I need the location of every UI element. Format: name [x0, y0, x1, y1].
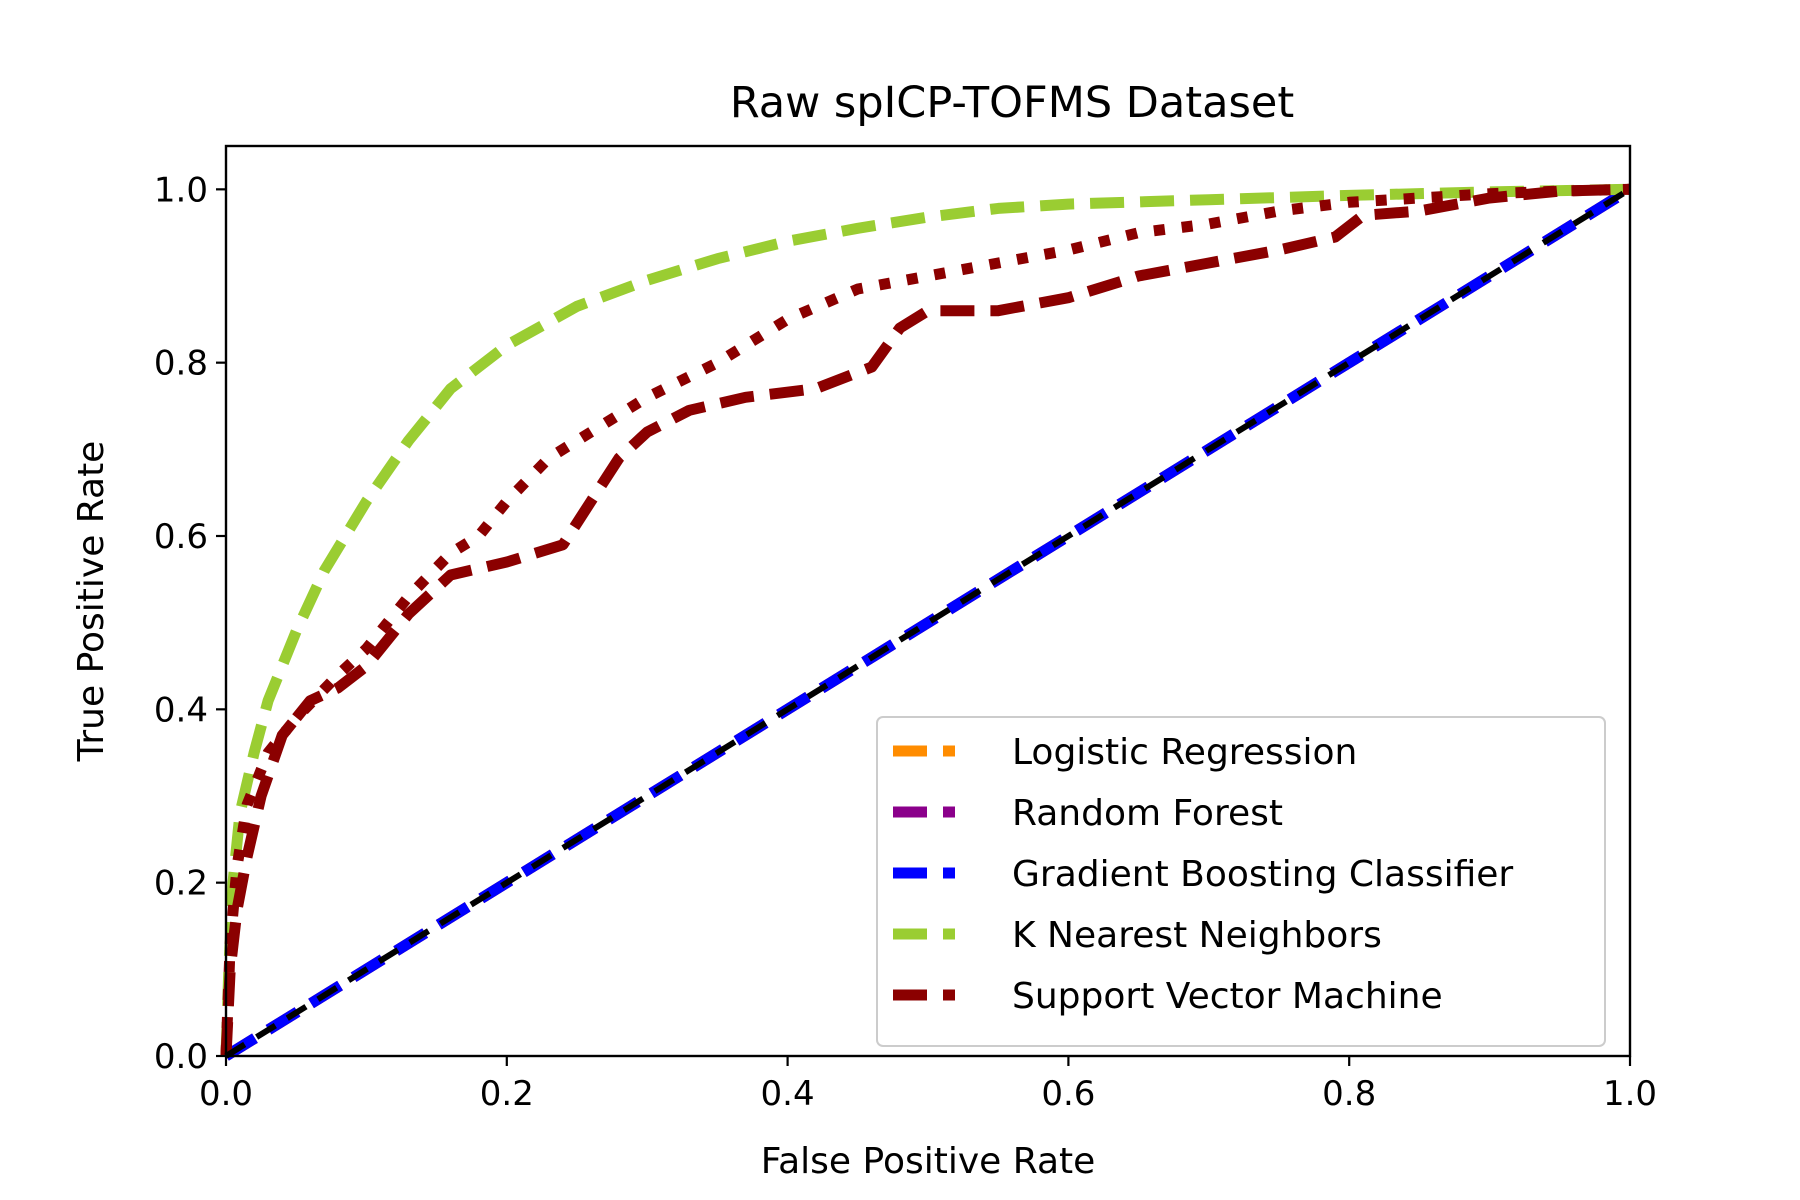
y-tick-label: 0.4 [154, 690, 208, 730]
legend-label: Support Vector Machine [1012, 976, 1443, 1017]
x-tick-label: 1.0 [1603, 1074, 1657, 1114]
y-tick-label: 0.2 [154, 864, 208, 904]
legend-label: Logistic Regression [1012, 732, 1357, 773]
x-tick-label: 0.2 [480, 1074, 534, 1114]
y-tick-label: 0.0 [154, 1037, 208, 1077]
plot-frame [224, 144, 1632, 1058]
legend-box [876, 716, 1606, 1047]
chance-diagonal-line [224, 186, 1632, 1059]
y-axis: 0.0 0.2 0.4 0.6 0.8 1.0 [154, 170, 226, 1077]
y-axis-label: True Positive Rate [71, 441, 112, 763]
y-tick-label: 0.8 [154, 344, 208, 384]
x-axis: 0.0 0.2 0.4 0.6 0.8 1.0 [199, 1056, 1657, 1114]
chart-title: Raw spICP-TOFMS Dataset [730, 78, 1294, 128]
legend-label: K Nearest Neighbors [1012, 915, 1382, 956]
x-axis-label: False Positive Rate [761, 1141, 1096, 1182]
x-tick-label: 0.0 [199, 1074, 253, 1114]
x-tick-label: 0.6 [1041, 1074, 1095, 1114]
secondary-curve-line [220, 183, 1631, 1057]
legend-label: Random Forest [1012, 793, 1283, 834]
legend-label: Gradient Boosting Classifier [1012, 854, 1513, 895]
x-tick-label: 0.8 [1322, 1074, 1376, 1114]
y-tick-label: 0.6 [154, 517, 208, 557]
support-vector-machine-line [220, 183, 1631, 1057]
plot-area [220, 183, 1633, 1061]
y-tick-label: 1.0 [154, 170, 208, 210]
k-nearest-neighbors-line [220, 183, 1631, 1057]
legend: Logistic Regression Random Forest Gradient… [876, 716, 1606, 1047]
x-tick-label: 0.4 [761, 1074, 815, 1114]
